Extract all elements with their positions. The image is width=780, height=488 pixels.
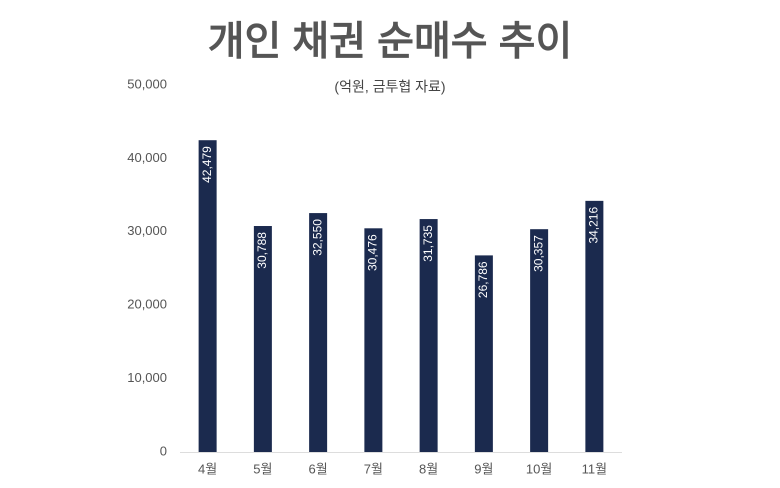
bar bbox=[530, 229, 549, 452]
value-label: 26,786 bbox=[476, 261, 490, 298]
x-tick-label: 7월 bbox=[364, 461, 383, 476]
x-tick-label: 4월 bbox=[198, 461, 217, 476]
x-tick-label: 10월 bbox=[526, 461, 552, 476]
x-tick-label: 9월 bbox=[474, 461, 493, 476]
y-tick-label: 20,000 bbox=[127, 297, 167, 312]
y-tick-label: 30,000 bbox=[127, 223, 167, 238]
bar bbox=[309, 213, 328, 452]
x-tick-label: 11월 bbox=[582, 461, 607, 476]
value-label: 31,735 bbox=[421, 225, 435, 262]
y-tick-label: 0 bbox=[160, 443, 167, 458]
value-label: 30,476 bbox=[366, 234, 380, 271]
x-tick-label: 8월 bbox=[419, 461, 438, 476]
bar bbox=[585, 200, 604, 452]
y-tick-label: 50,000 bbox=[127, 76, 167, 91]
value-label: 42,479 bbox=[200, 146, 214, 183]
y-tick-label: 10,000 bbox=[127, 370, 167, 385]
y-tick-label: 40,000 bbox=[127, 150, 167, 165]
bar bbox=[253, 226, 272, 452]
value-label: 30,788 bbox=[255, 232, 269, 269]
x-tick-label: 6월 bbox=[309, 461, 328, 476]
bar bbox=[198, 140, 217, 452]
chart-subtitle: (억원, 금투협 자료) bbox=[334, 79, 445, 95]
chart-title: 개인 채권 순매수 추이 bbox=[208, 20, 573, 64]
value-label: 30,357 bbox=[531, 235, 545, 272]
bar bbox=[364, 228, 383, 452]
value-label: 34,216 bbox=[587, 207, 601, 244]
value-label: 32,550 bbox=[310, 219, 324, 256]
bar bbox=[419, 219, 438, 452]
x-tick-label: 5월 bbox=[253, 461, 272, 476]
bar bbox=[474, 255, 493, 452]
